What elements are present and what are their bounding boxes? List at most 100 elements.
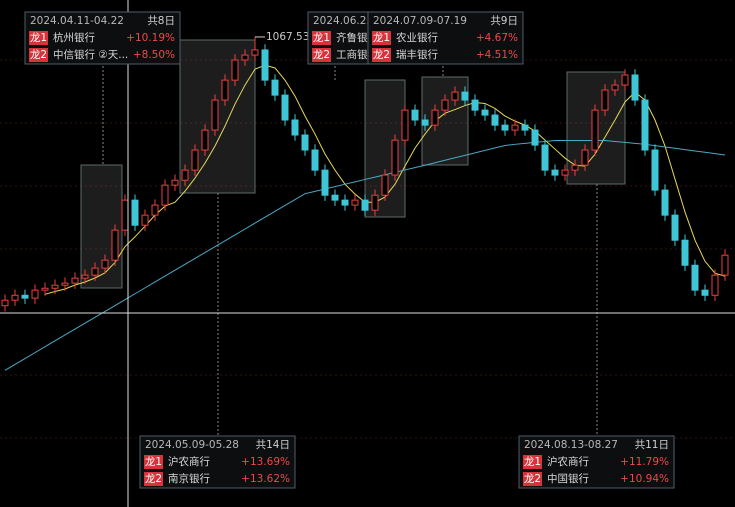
leader-change: +13.69% — [241, 456, 290, 468]
candle-body — [81, 274, 89, 279]
candle-body — [31, 289, 39, 299]
candle-body — [371, 194, 379, 211]
leader-tag-bg — [523, 455, 542, 469]
candle-body — [581, 149, 589, 166]
candle-body — [41, 287, 49, 291]
candle-body — [411, 109, 419, 121]
leader-tag-bg — [372, 31, 391, 45]
candle-body — [51, 284, 59, 289]
candle-body — [301, 134, 309, 151]
max-label: 1067.539 — [266, 31, 316, 43]
leader-tag: 龙1 — [313, 31, 330, 44]
leader-tag: 龙2 — [145, 472, 162, 485]
candle-body — [291, 119, 299, 136]
leader-tag: 龙1 — [524, 455, 541, 468]
candle-body — [541, 144, 549, 171]
leader-tag: 龙1 — [373, 31, 390, 44]
candle-body — [11, 294, 19, 301]
leader-tag-bg — [312, 31, 331, 45]
candle-body — [451, 91, 459, 101]
candle-body — [611, 84, 619, 91]
leader-change: +11.79% — [620, 456, 669, 468]
candle-body — [121, 199, 129, 231]
leader-change: +10.19% — [126, 32, 175, 44]
box-frame — [518, 435, 675, 489]
leader-name: 南京银行 — [168, 472, 210, 485]
leader-tag-bg — [523, 472, 542, 486]
leader-tag-bg — [144, 455, 163, 469]
candle-body — [141, 214, 149, 226]
candle-body — [261, 49, 269, 81]
candle-body — [471, 99, 479, 111]
candle-body — [601, 89, 609, 111]
candle-body — [401, 109, 409, 141]
candle-body — [21, 294, 29, 299]
candle-body — [331, 194, 339, 201]
box-range: 2024.08.13-08.27 — [524, 439, 618, 451]
zone — [80, 164, 123, 289]
box-days: 共11日 — [635, 439, 669, 451]
leader-tag: 龙2 — [373, 48, 390, 61]
leader-change: +4.67% — [476, 32, 518, 44]
leader-tag-bg — [372, 48, 391, 62]
box-range: 2024.04.11-04.22 — [30, 15, 124, 27]
box-range: 2024.06.25-0 — [313, 15, 384, 27]
candle-body — [561, 169, 569, 176]
zone — [421, 76, 469, 166]
candle-body — [191, 149, 199, 171]
leader-tag-bg — [312, 48, 331, 62]
candle-body — [341, 199, 349, 206]
leader-tag: 龙2 — [313, 48, 330, 61]
candle-body — [271, 79, 279, 96]
leader-name: 瑞丰银行 — [396, 48, 438, 61]
candle-body — [151, 204, 159, 216]
leader-change: +13.62% — [241, 473, 290, 485]
candle-body — [241, 54, 249, 61]
box-frame — [367, 11, 524, 65]
candle-body — [691, 264, 699, 291]
candle-body — [531, 129, 539, 146]
leader-change: +10.94% — [620, 473, 669, 485]
candle-body — [171, 179, 179, 186]
leader-tag: 龙1 — [145, 455, 162, 468]
candle-body — [111, 229, 119, 261]
candle-body — [211, 99, 219, 131]
leader-tag: 龙2 — [524, 472, 541, 485]
leader-name: 农业银行 — [396, 31, 438, 44]
leader-name: 沪农商行 — [547, 455, 589, 468]
candle-body — [421, 119, 429, 126]
leader-tag-bg — [29, 48, 48, 62]
candle-body — [441, 99, 449, 111]
leader-tag-bg — [144, 472, 163, 486]
leader-name: 杭州银行 — [53, 31, 95, 44]
candle-body — [621, 74, 629, 86]
box-range: 2024.05.09-05.28 — [145, 439, 239, 451]
candle-body — [221, 79, 229, 101]
leader-tag-bg — [29, 31, 48, 45]
leader-tag: 龙1 — [30, 31, 47, 44]
candle-body — [431, 109, 439, 126]
candle-body — [701, 289, 709, 296]
box-frame — [139, 435, 296, 489]
candle-body — [201, 129, 209, 151]
box-frame — [24, 11, 181, 65]
candle-body — [361, 199, 369, 211]
candle-body — [281, 94, 289, 121]
box-range: 2024.07.09-07.19 — [373, 15, 467, 27]
leader-change: +4.51% — [476, 49, 518, 61]
candle-body — [181, 169, 189, 181]
candle-body — [161, 184, 169, 206]
candle-body — [481, 109, 489, 116]
box-days: 共14日 — [256, 439, 290, 451]
candle-body — [631, 74, 639, 101]
leader-name: 中国银行 — [547, 472, 589, 485]
candle-body — [101, 259, 109, 269]
leader-name: 中信银行 ②天... — [53, 48, 128, 61]
candle-body — [511, 124, 519, 131]
candle-body — [131, 199, 139, 226]
candle-body — [231, 59, 239, 81]
